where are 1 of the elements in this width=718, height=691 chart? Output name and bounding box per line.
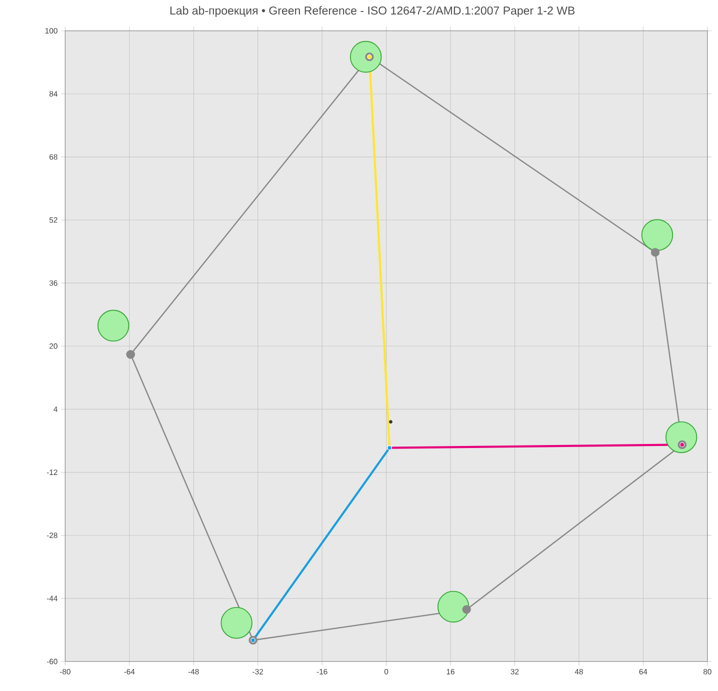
chart-title: Lab ab-проекция • Green Reference - ISO 12647-2/AMD.1:2007 Paper 1-2 WB bbox=[170, 6, 575, 17]
